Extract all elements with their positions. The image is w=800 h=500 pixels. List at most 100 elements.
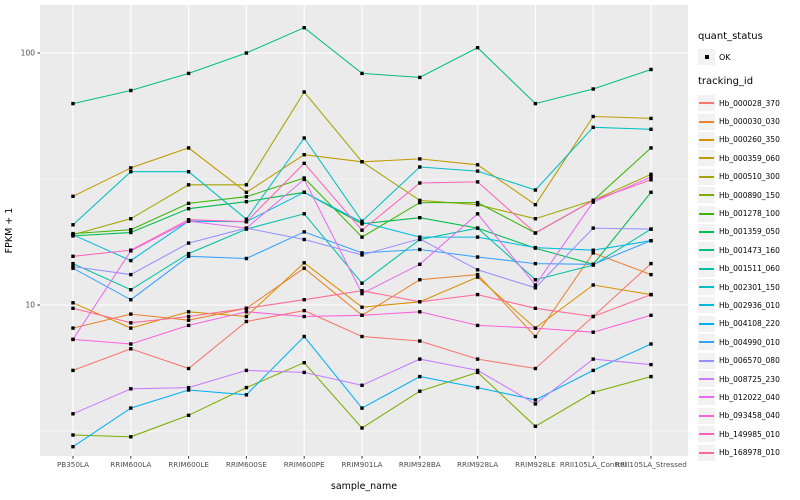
legend-item-Hb_012022_040: Hb_012022_040 [698, 388, 780, 406]
legend-key-line-icon [698, 113, 715, 130]
legend-item-Hb_002301_150: Hb_002301_150 [698, 278, 780, 296]
x-tick-label: RRIM901LA [341, 460, 382, 469]
data-point [591, 125, 595, 129]
legend-panel: quant_status OK tracking_id Hb_000028_37… [696, 0, 800, 500]
data-point [360, 305, 364, 309]
data-point [475, 255, 480, 259]
data-point [360, 228, 364, 232]
legend-item-label: Hb_002936_010 [719, 300, 780, 310]
data-point [186, 218, 191, 222]
series-color-swatch [699, 120, 714, 123]
data-point [186, 183, 191, 187]
data-point [71, 412, 75, 416]
data-point [71, 368, 75, 373]
data-point [649, 362, 653, 367]
data-point [418, 310, 422, 314]
data-point [71, 301, 75, 305]
data-point [649, 190, 653, 194]
legend-key-point-icon [698, 49, 715, 66]
data-point [360, 313, 364, 317]
data-point [418, 165, 422, 169]
legend-item-label: Hb_000030_030 [719, 117, 780, 127]
series-color-swatch [699, 396, 714, 399]
data-point [71, 223, 75, 227]
data-point [649, 342, 653, 346]
data-point [533, 231, 538, 235]
data-point [591, 314, 595, 319]
data-point [186, 207, 191, 211]
data-point [129, 326, 133, 330]
x-tick-label: RRIM600LE [168, 460, 209, 469]
data-point [244, 306, 249, 310]
data-point [475, 272, 480, 277]
series-color-swatch [699, 175, 714, 178]
data-point [302, 361, 306, 365]
legend-title-quant-status: quant_status [698, 31, 763, 42]
x-tick-label: PB350LA [57, 460, 89, 469]
legend-item-Hb_001473_160: Hb_001473_160 [698, 241, 780, 259]
data-point [418, 237, 422, 241]
data-point [533, 101, 538, 106]
data-point [360, 281, 364, 285]
data-point [360, 291, 364, 296]
data-point [475, 46, 480, 50]
data-point [591, 262, 595, 266]
data-point [186, 323, 191, 328]
data-point [649, 313, 653, 317]
data-point [649, 67, 653, 72]
data-point [475, 226, 480, 230]
data-point [244, 310, 249, 314]
data-point [649, 239, 653, 243]
series-color-swatch [699, 249, 714, 252]
data-point [129, 166, 133, 170]
legend-item-label: Hb_008725_230 [719, 374, 780, 384]
data-point [71, 233, 75, 237]
data-point [129, 230, 133, 235]
data-point [129, 248, 133, 252]
data-point [475, 323, 480, 328]
series-color-swatch [699, 157, 714, 160]
data-point [418, 200, 422, 205]
data-point [533, 334, 538, 339]
legend-key-line-icon [698, 426, 715, 443]
data-point [186, 146, 191, 150]
legend-quant-status-items: OK [698, 48, 731, 66]
data-point [302, 153, 306, 157]
data-point [186, 71, 191, 76]
data-point [186, 241, 191, 245]
data-point [360, 383, 364, 387]
legend-item-Hb_000260_350: Hb_000260_350 [698, 131, 780, 149]
y-tick-label: 10 [25, 301, 35, 310]
data-point [649, 272, 653, 277]
data-point [302, 308, 306, 313]
legend-key-line-icon [698, 297, 715, 314]
x-tick-label: RRII105LA_Control [560, 460, 627, 469]
legend-item-Hb_149985_010: Hb_149985_010 [698, 425, 780, 443]
data-point [649, 178, 653, 182]
data-point [302, 161, 306, 165]
legend-item-Hb_000890_150: Hb_000890_150 [698, 186, 780, 204]
legend-key-line-icon [698, 223, 715, 240]
y-tick-label: 100 [21, 49, 36, 58]
legend-item-label: Hb_000359_060 [719, 153, 780, 163]
data-point [302, 190, 306, 194]
data-point [418, 374, 422, 379]
data-point [129, 88, 133, 93]
data-point [591, 114, 595, 119]
legend-item-label: Hb_001359_050 [719, 227, 780, 237]
data-point [302, 136, 306, 140]
legend-item-label: Hb_012022_040 [719, 392, 780, 402]
data-point [533, 245, 538, 250]
data-point [186, 385, 191, 390]
plot-area: PB350LA RRIM600LA RRIM600LE RRIM600SE RRIM60… [4, 5, 688, 492]
data-point [533, 283, 538, 287]
legend-key-line-icon [698, 205, 715, 222]
legend-item-label: Hb_004108_220 [719, 319, 780, 329]
legend-item-Hb_002936_010: Hb_002936_010 [698, 296, 780, 314]
data-point [591, 390, 595, 395]
legend-item-label: Hb_000028_370 [719, 98, 780, 108]
x-axis-title: sample_name [331, 481, 397, 492]
data-point [186, 413, 191, 417]
data-point [360, 251, 364, 255]
